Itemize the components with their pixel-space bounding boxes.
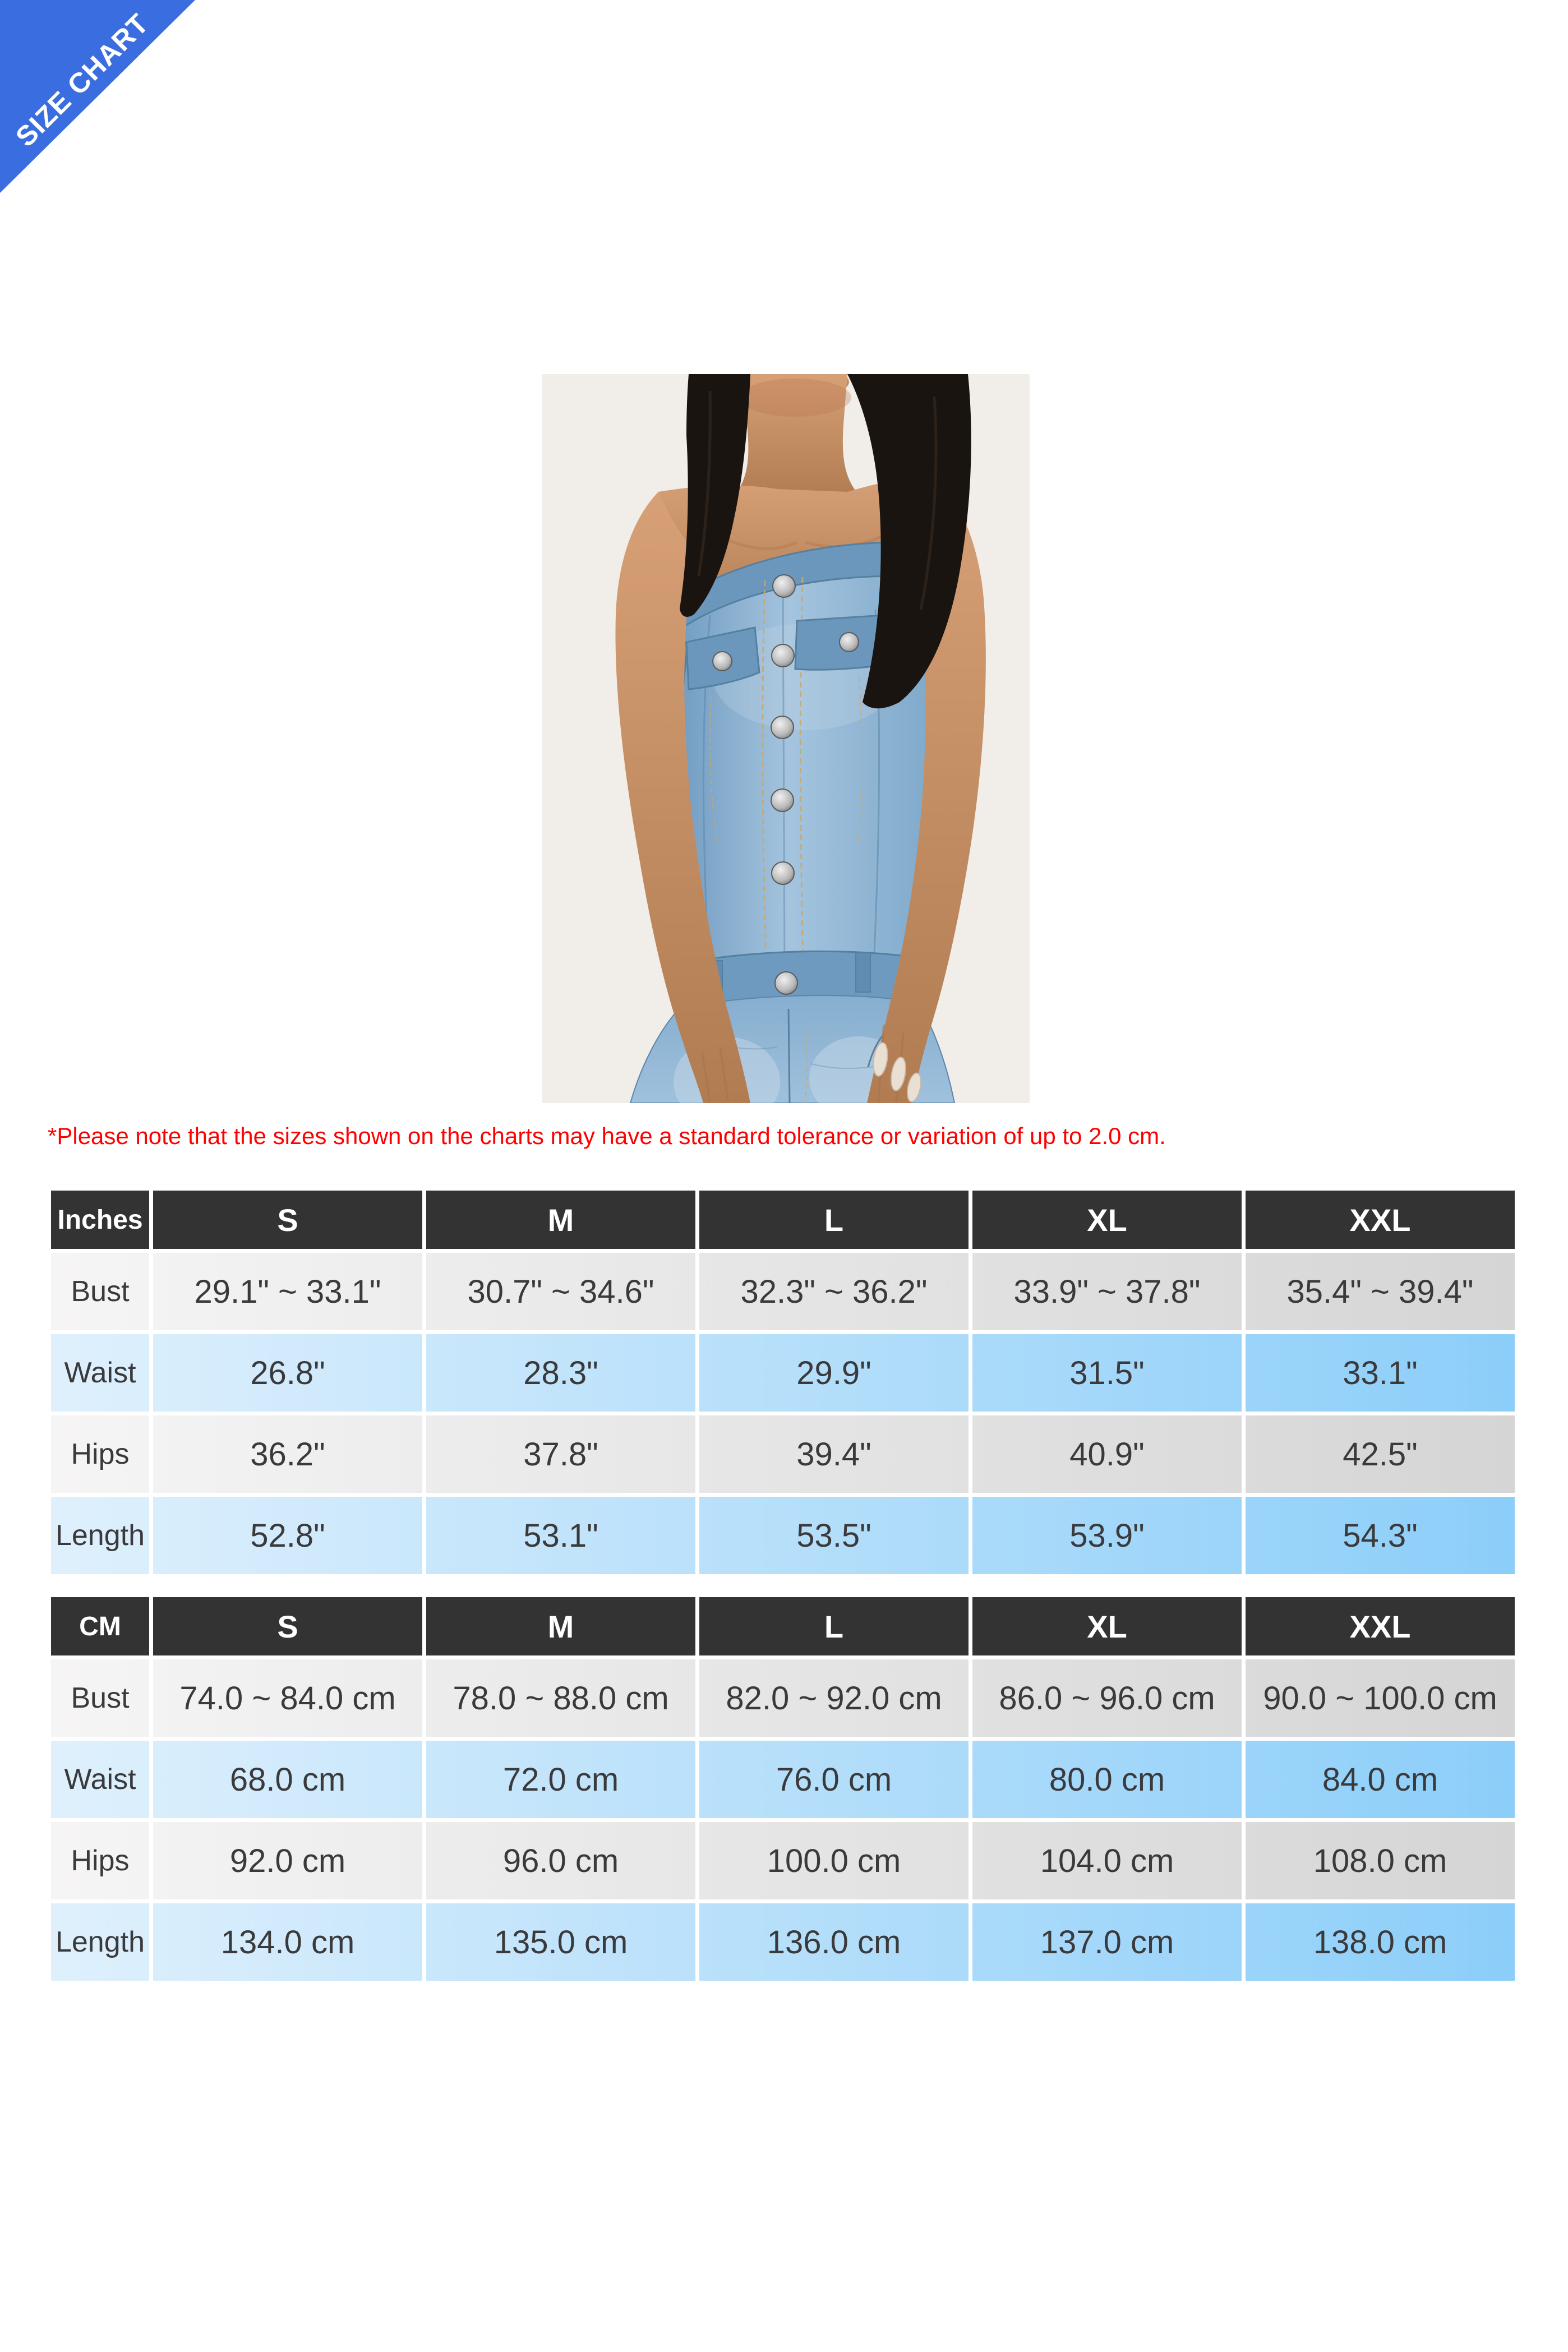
unit-header-cell: Inches: [57, 1205, 143, 1235]
size-value-cell: 32.3" ~ 36.2": [695, 1253, 969, 1330]
model-arms: [615, 475, 986, 1104]
row-label-cell: Waist: [64, 1763, 136, 1796]
size-value-cell: 28.3": [422, 1334, 695, 1412]
size-value-cell: 108.0 cm: [1242, 1822, 1515, 1899]
unit-header-cell: CM: [79, 1611, 121, 1641]
size-value-cell: 80.0 cm: [969, 1741, 1242, 1818]
size-value-cell: 53.9": [969, 1497, 1242, 1574]
inches-header-row: Inches S M L XL XXL: [51, 1191, 1515, 1249]
size-value-cell: 68.0 cm: [149, 1741, 422, 1818]
placket-buttons: [712, 574, 859, 885]
size-value-cell: 104.0 cm: [969, 1822, 1242, 1899]
size-value-cell: 74.0 ~ 84.0 cm: [149, 1659, 422, 1737]
size-table-inches: Inches S M L XL XXL Bust 29.1" ~ 33.1" 3…: [51, 1191, 1515, 1574]
left-arm: [615, 492, 750, 1103]
size-value-cell: 29.9": [695, 1334, 969, 1412]
size-value-cell: 90.0 ~ 100.0 cm: [1242, 1659, 1515, 1737]
size-value-cell: 135.0 cm: [422, 1903, 695, 1981]
size-value-cell: 53.1": [422, 1497, 695, 1574]
size-value-cell: 39.4": [695, 1415, 969, 1493]
size-header-cell-xl: XL: [969, 1597, 1242, 1655]
size-value-cell: 33.9" ~ 37.8": [969, 1253, 1242, 1330]
product-photo-illustration: [542, 365, 1030, 1127]
size-value-cell: 53.5": [695, 1497, 969, 1574]
size-value-cell: 26.8": [149, 1334, 422, 1412]
size-header-cell-m: M: [422, 1597, 695, 1655]
size-header-cell-xxl: XXL: [1242, 1597, 1515, 1655]
row-label-cell: Length: [55, 1519, 145, 1552]
row-label-cell: Bust: [71, 1682, 130, 1714]
right-arm: [867, 475, 986, 1103]
size-value-cell: 138.0 cm: [1242, 1903, 1515, 1981]
cm-header-row: CM S M L XL XXL: [51, 1597, 1515, 1655]
table-row-hips: Hips 92.0 cm 96.0 cm 100.0 cm 104.0 cm 1…: [51, 1822, 1515, 1899]
size-value-cell: 35.4" ~ 39.4": [1242, 1253, 1515, 1330]
product-photo: [542, 365, 1030, 1127]
size-value-cell: 100.0 cm: [695, 1822, 969, 1899]
size-value-cell: 52.8": [149, 1497, 422, 1574]
manicured-nails: [873, 1042, 922, 1103]
table-row-bust: Bust 74.0 ~ 84.0 cm 78.0 ~ 88.0 cm 82.0 …: [51, 1659, 1515, 1737]
size-table-cm: CM S M L XL XXL Bust 74.0 ~ 84.0 cm 78.0…: [51, 1597, 1515, 1981]
size-value-cell: 30.7" ~ 34.6": [422, 1253, 695, 1330]
size-header-cell-s: S: [149, 1191, 422, 1249]
size-value-cell: 72.0 cm: [422, 1741, 695, 1818]
size-chart-ribbon: SIZE CHART: [0, 0, 195, 193]
model-hair: [680, 374, 971, 709]
size-value-cell: 76.0 cm: [695, 1741, 969, 1818]
size-value-cell: 86.0 ~ 96.0 cm: [969, 1659, 1242, 1737]
table-row-waist: Waist 26.8" 28.3" 29.9" 31.5" 33.1": [51, 1334, 1515, 1412]
size-value-cell: 92.0 cm: [149, 1822, 422, 1899]
size-value-cell: 31.5": [969, 1334, 1242, 1412]
ribbon-label: SIZE CHART: [10, 7, 155, 153]
tolerance-note: *Please note that the sizes shown on the…: [48, 1123, 1166, 1149]
size-value-cell: 84.0 cm: [1242, 1741, 1515, 1818]
size-value-cell: 40.9": [969, 1415, 1242, 1493]
row-label-cell: Hips: [71, 1844, 130, 1877]
size-value-cell: 134.0 cm: [149, 1903, 422, 1981]
size-value-cell: 36.2": [149, 1415, 422, 1493]
size-header-cell-m: M: [422, 1191, 695, 1249]
size-header-cell-xxl: XXL: [1242, 1191, 1515, 1249]
size-value-cell: 33.1": [1242, 1334, 1515, 1412]
size-value-cell: 54.3": [1242, 1497, 1515, 1574]
size-value-cell: 42.5": [1242, 1415, 1515, 1493]
table-row-length: Length 52.8" 53.1" 53.5" 53.9" 54.3": [51, 1497, 1515, 1574]
row-label-cell: Length: [55, 1926, 145, 1958]
size-value-cell: 82.0 ~ 92.0 cm: [695, 1659, 969, 1737]
size-header-cell-s: S: [149, 1597, 422, 1655]
table-row-hips: Hips 36.2" 37.8" 39.4" 40.9" 42.5": [51, 1415, 1515, 1493]
row-label-cell: Bust: [71, 1275, 130, 1308]
size-value-cell: 29.1" ~ 33.1": [149, 1253, 422, 1330]
size-value-cell: 37.8": [422, 1415, 695, 1493]
size-header-cell-l: L: [695, 1191, 969, 1249]
size-value-cell: 96.0 cm: [422, 1822, 695, 1899]
size-header-cell-l: L: [695, 1597, 969, 1655]
size-header-cell-xl: XL: [969, 1191, 1242, 1249]
size-value-cell: 136.0 cm: [695, 1903, 969, 1981]
table-row-bust: Bust 29.1" ~ 33.1" 30.7" ~ 34.6" 32.3" ~…: [51, 1253, 1515, 1330]
fly-seam: [787, 1008, 791, 1104]
table-row-length: Length 134.0 cm 135.0 cm 136.0 cm 137.0 …: [51, 1903, 1515, 1981]
table-row-waist: Waist 68.0 cm 72.0 cm 76.0 cm 80.0 cm 84…: [51, 1741, 1515, 1818]
button-placket: [782, 577, 786, 969]
size-value-cell: 78.0 ~ 88.0 cm: [422, 1659, 695, 1737]
row-label-cell: Hips: [71, 1438, 130, 1470]
size-value-cell: 137.0 cm: [969, 1903, 1242, 1981]
row-label-cell: Waist: [64, 1357, 136, 1389]
